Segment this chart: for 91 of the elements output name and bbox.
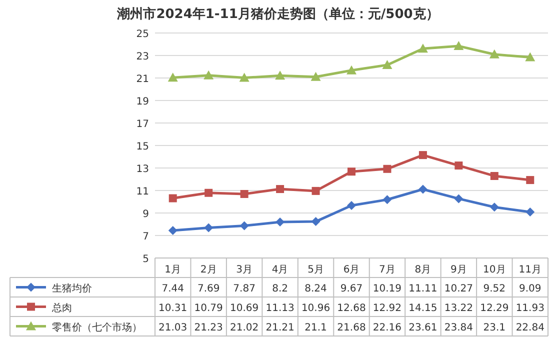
y-tick-label: 15: [136, 142, 149, 152]
data-label: 23.1: [483, 322, 506, 334]
point: [382, 60, 392, 69]
data-label: 9.67: [340, 283, 363, 294]
point: [311, 217, 320, 226]
x-tick-label: 8月: [414, 264, 432, 276]
point: [275, 70, 286, 80]
y-tick-label: 21: [136, 74, 149, 85]
data-label: 11.13: [266, 302, 294, 314]
point: [382, 195, 392, 204]
point: [168, 72, 178, 82]
y-tick-label: 13: [136, 164, 149, 175]
y-tick-label: 25: [136, 29, 149, 40]
point: [348, 168, 356, 176]
legend-label: 零售价（七个市场）: [52, 321, 142, 334]
point: [312, 186, 320, 195]
data-label: 11.93: [516, 302, 544, 314]
data-label: 10.79: [194, 302, 223, 314]
legend-label: 生猪均价: [52, 282, 92, 294]
data-label: 12.29: [480, 302, 509, 314]
y-tick-label: 19: [136, 96, 149, 108]
x-tick-label: 3月: [236, 264, 253, 276]
data-label: 13.22: [444, 302, 473, 314]
point: [168, 194, 177, 202]
data-label: 10.27: [444, 283, 473, 294]
x-tick-label: 11月: [518, 264, 542, 276]
data-label: 8.2: [272, 283, 288, 294]
data-label: 21.03: [158, 322, 188, 334]
y-tick-label: 9: [142, 209, 149, 220]
x-tick-label: 5月: [308, 264, 324, 276]
data-label: 12.92: [372, 302, 402, 314]
data-label: 7.87: [233, 283, 256, 294]
point: [418, 184, 428, 194]
point: [240, 221, 249, 230]
data-label: 21.1: [304, 322, 327, 334]
data-label: 21.21: [266, 322, 294, 334]
data-label: 10.96: [301, 302, 330, 314]
data-label: 12.68: [337, 302, 366, 314]
data-label: 22.16: [372, 322, 402, 334]
point: [490, 172, 498, 180]
x-tick-label: 6月: [343, 264, 360, 276]
data-label: 7.69: [197, 283, 220, 294]
data-label: 14.15: [408, 302, 438, 314]
x-tick-label: 1月: [164, 264, 182, 276]
point: [525, 52, 536, 62]
data-label: 21.02: [230, 322, 259, 334]
data-label: 10.19: [372, 283, 402, 294]
legend-label: 总肉: [51, 302, 72, 314]
point: [454, 162, 463, 170]
data-label: 23.61: [408, 322, 438, 334]
data-label: 9.09: [519, 283, 542, 294]
data-label: 7.44: [162, 283, 184, 294]
point: [346, 65, 356, 74]
x-tick-label: 10月: [483, 264, 506, 276]
data-label: 11.11: [408, 283, 438, 294]
data-label: 21.68: [337, 322, 366, 334]
point: [454, 194, 464, 204]
point: [204, 188, 213, 197]
data-label: 21.23: [194, 322, 223, 334]
x-tick-label: 7月: [379, 264, 396, 276]
point: [526, 176, 534, 184]
point: [204, 70, 214, 80]
point: [489, 49, 500, 58]
point: [383, 164, 392, 173]
data-label: 10.31: [158, 302, 188, 314]
point: [168, 226, 178, 236]
point: [490, 202, 499, 212]
x-tick-label: 2月: [200, 264, 217, 276]
point: [204, 223, 214, 232]
data-label: 9.52: [483, 283, 506, 294]
point: [454, 41, 464, 50]
point: [418, 151, 427, 160]
y-tick-label: 23: [136, 52, 149, 62]
point: [526, 207, 535, 216]
data-label: 23.84: [444, 322, 473, 334]
point: [240, 190, 248, 198]
data-label: 22.84: [516, 322, 544, 334]
chart-title: 潮州市2024年1-11月猪价走势图（单位：元/500克）: [116, 6, 439, 22]
data-label: 10.69: [230, 302, 259, 314]
point: [239, 72, 250, 82]
data-label: 8.24: [304, 283, 327, 294]
x-tick-label: 9月: [450, 264, 467, 276]
point: [418, 44, 428, 53]
y-tick-label: 17: [136, 119, 149, 130]
y-tick-label: 7: [142, 232, 149, 242]
point: [310, 72, 321, 81]
point: [276, 185, 284, 194]
point: [347, 200, 356, 210]
x-tick-label: 4月: [272, 264, 288, 276]
y-tick-label: 5: [142, 254, 149, 265]
y-tick-label: 11: [136, 186, 149, 198]
